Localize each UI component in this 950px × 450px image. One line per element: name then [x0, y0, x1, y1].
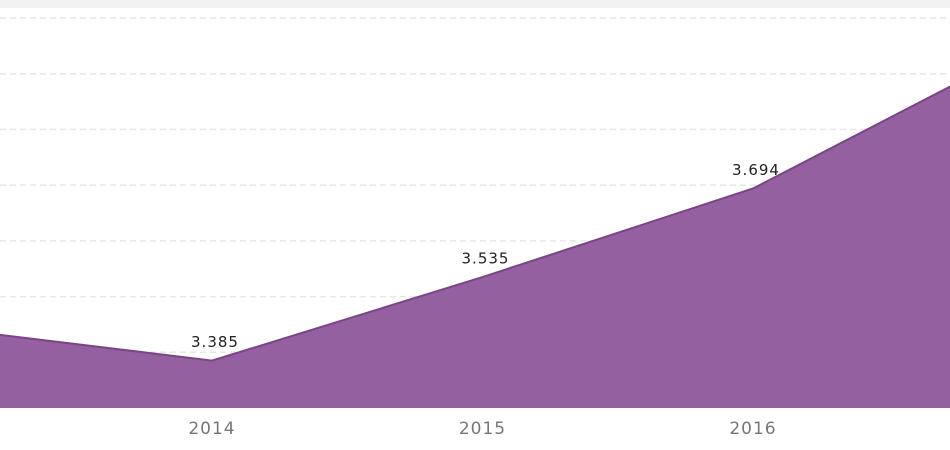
x-tick-label: 2016 [729, 419, 776, 439]
data-label: 3.694 [732, 161, 780, 179]
x-tick-label: 2015 [459, 419, 506, 439]
top-strip [0, 0, 950, 8]
data-label: 3.385 [191, 333, 239, 351]
x-tick-label: 2014 [188, 419, 235, 439]
line [0, 85, 950, 362]
area [0, 86, 950, 408]
data-label: 3.535 [462, 250, 510, 268]
